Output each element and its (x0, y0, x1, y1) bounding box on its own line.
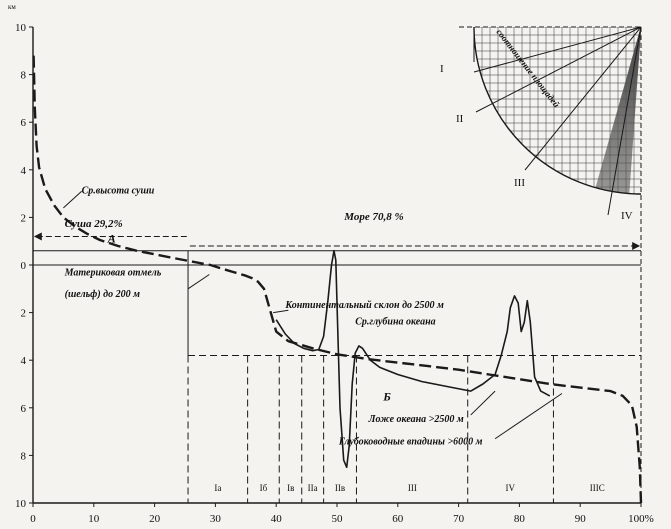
x-tick-label: 50 (332, 513, 344, 525)
annotation-point-a: А (107, 231, 116, 245)
x-tick-label: 30 (210, 513, 222, 525)
inset-hatching (474, 27, 641, 194)
y-tick-label: 0 (21, 260, 27, 272)
x-tick-label: 100% (628, 513, 654, 525)
y-unit-label: км (8, 3, 16, 11)
reference-lines (32, 27, 642, 504)
y-tick-label: 8 (21, 70, 27, 82)
annotation-trenches: Глубоководные впадины >6000 м (338, 437, 483, 448)
annotation-shelf-line1: Материковая отмель (64, 268, 162, 279)
x-tick-label: 10 (88, 513, 100, 525)
y-tick-label: 2 (21, 212, 27, 224)
annotation-land-share: Суша 29,2% (65, 218, 123, 230)
inset-ray (607, 26, 642, 216)
zone-label: IV (506, 483, 516, 493)
x-tick-label: 70 (453, 513, 465, 525)
y-tick-label: 8 (21, 450, 27, 462)
inset-ray (473, 26, 642, 73)
annotation-mean-ocean: Ср.глубина океана (355, 317, 435, 328)
zone-label: IIв (335, 483, 345, 493)
x-tick-label: 40 (271, 513, 283, 525)
y-tick-label: 10 (15, 22, 27, 34)
shelf-leader (187, 274, 210, 290)
zone-label: Iа (214, 483, 221, 493)
x-tick-label: 20 (149, 513, 161, 525)
inset-ray (475, 26, 642, 113)
slope-leader (273, 309, 289, 314)
inset-arc (473, 26, 642, 195)
y-tick-label: 6 (21, 117, 27, 129)
zone-label: Iб (260, 483, 268, 493)
x-tick-label: 60 (392, 513, 404, 525)
inset-roman-label: IV (621, 210, 633, 222)
zone-label: Iв (287, 483, 294, 493)
inset-roman-label: II (456, 113, 464, 125)
y-tick-label: 4 (21, 165, 27, 177)
zone-label: III (408, 483, 417, 493)
inset-roman-label: I (440, 63, 444, 75)
annotations: Ср.высота суши Суша 29,2%А Море 70,8 % Мате… (33, 186, 641, 448)
trenches-leader (494, 393, 563, 440)
hypsographic-curve (32, 55, 643, 504)
y-tick-label: 4 (21, 355, 27, 367)
y-tick-label: 10 (15, 498, 27, 510)
annotation-ocean-floor: Ложе океана >2500 м (368, 414, 464, 425)
annotation-sea-share: Море 70,8 % (343, 211, 403, 223)
annotation-slope: Континентальный склон до 2500 м (284, 300, 444, 311)
inset-roman-label: III (514, 177, 525, 189)
mean-land-leader (63, 190, 82, 209)
x-tick-label: 0 (30, 513, 36, 525)
annotation-shelf-line2: (шельф) до 200 м (65, 289, 141, 300)
inset-fan-line (627, 27, 641, 194)
ocean-floor-leader (470, 390, 496, 416)
annotation-mean-land: Ср.высота суши (82, 186, 155, 197)
x-tick-label: 90 (575, 513, 587, 525)
inset-ray (524, 26, 642, 171)
y-tick-label: 6 (21, 403, 27, 415)
series-lines (32, 55, 643, 504)
zone-label: IIIC (590, 483, 605, 493)
x-tick-label: 80 (514, 513, 526, 525)
zone-label: IIа (308, 483, 318, 493)
y-tick-label: 2 (21, 308, 27, 320)
comparison-profile-line (275, 249, 551, 469)
annotation-point-b: Б (382, 390, 391, 404)
